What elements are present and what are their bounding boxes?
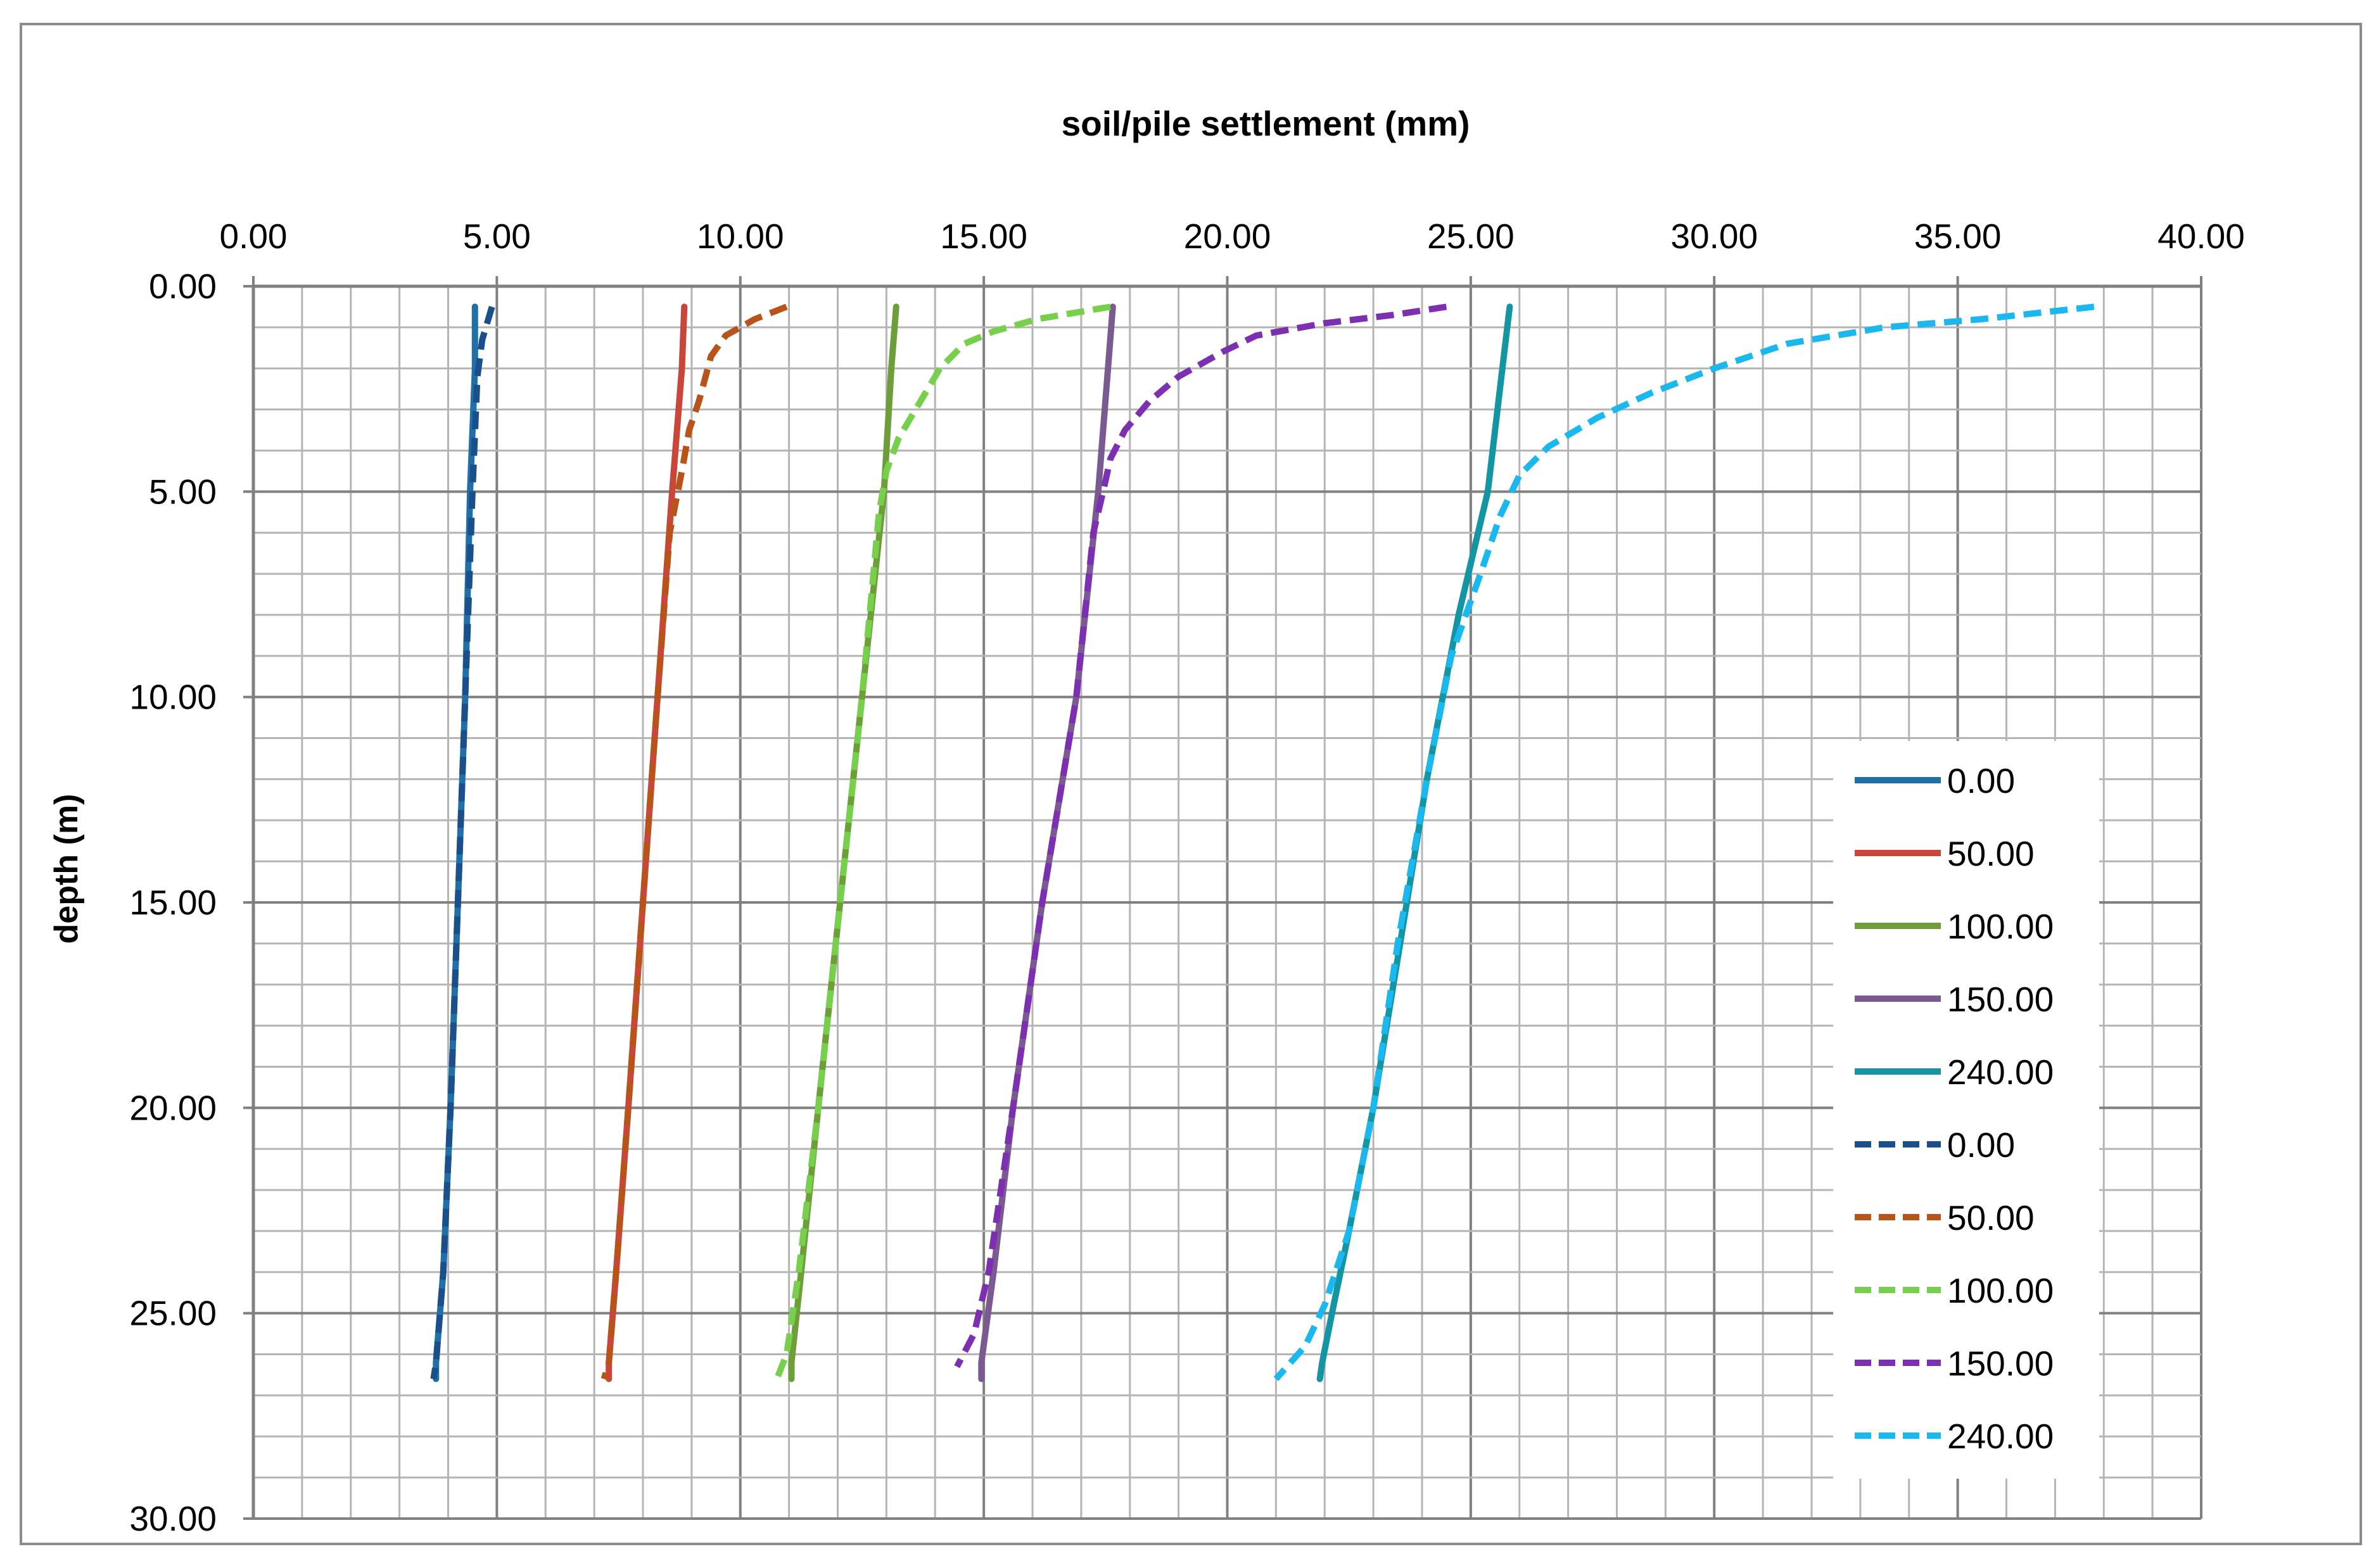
series-line-solid-100-00: [788, 303, 899, 1382]
series-line-dashed-240-00: [1273, 303, 2095, 1381]
legend-label: 240.00: [1947, 1053, 2054, 1092]
x-tick-label: 20.00: [1184, 217, 1271, 256]
x-tick-label: 30.00: [1670, 217, 1758, 256]
y-tick-label: 15.00: [129, 883, 217, 922]
series-group: [430, 303, 2095, 1382]
series-line-dashed-0-00: [430, 305, 495, 1380]
legend-label: 50.00: [1947, 1198, 2035, 1237]
legend-label: 0.00: [1947, 1125, 2015, 1165]
legend-label: 150.00: [1947, 980, 2054, 1019]
x-tick-label: 25.00: [1427, 217, 1515, 256]
series-line-dashed-150-00: [954, 303, 1447, 1369]
y-tick-labels: 0.00 5.00 10.00 15.00 20.00 25.00 30.00: [129, 267, 217, 1538]
legend-label: 100.00: [1947, 1271, 2054, 1310]
series-line-solid-150-00: [978, 303, 1116, 1382]
legend-label: 240.00: [1947, 1417, 2054, 1456]
y-tick-label: 5.00: [149, 472, 217, 511]
y-tick-label: 30.00: [129, 1499, 217, 1538]
y-tick-label: 25.00: [129, 1294, 217, 1333]
series-line-dashed-50-00: [600, 303, 788, 1380]
legend-label: 150.00: [1947, 1344, 2054, 1383]
x-tick-label: 5.00: [463, 217, 531, 256]
x-tick-label: 35.00: [1914, 217, 2002, 256]
legend-label: 0.00: [1947, 761, 2015, 800]
x-tick-label: 40.00: [2157, 217, 2245, 256]
x-tick-labels: 0.00 5.00 10.00 15.00 20.00 25.00 30.00 35.00 40…: [219, 217, 2244, 256]
legend-label: 100.00: [1947, 907, 2054, 946]
y-tick-label: 10.00: [129, 678, 217, 717]
x-tick-label: 10.00: [697, 217, 784, 256]
legend-label: 50.00: [1947, 834, 2035, 873]
x-tick-label: 0.00: [219, 217, 287, 256]
y-tick-label: 20.00: [129, 1088, 217, 1127]
legend-box: [1833, 741, 2099, 1479]
x-tick-label: 15.00: [940, 217, 1027, 256]
y-axis-label: depth (m): [48, 794, 85, 944]
chart-title: soil/pile settlement (mm): [1062, 104, 1470, 143]
series-line-dashed-100-00: [773, 303, 1111, 1381]
y-tick-label: 0.00: [149, 267, 217, 306]
legend: 0.00 50.00 100.00 150.00 240.00 0.00 50.00 100.…: [1833, 741, 2099, 1479]
axes: [243, 276, 2202, 1520]
series-line-solid-0-00: [433, 303, 478, 1382]
